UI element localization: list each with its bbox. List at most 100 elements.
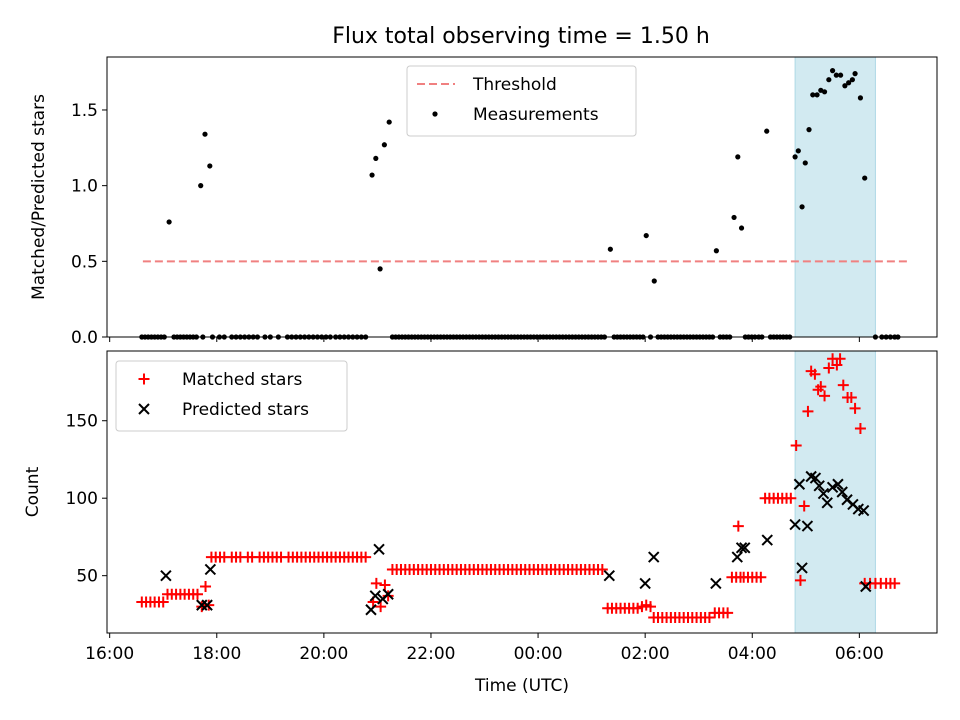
data-point xyxy=(735,542,748,554)
data-point xyxy=(382,588,394,600)
data-point xyxy=(802,160,808,166)
data-point xyxy=(862,175,868,181)
data-point xyxy=(607,246,613,252)
y-axis-label: Matched/Predicted stars xyxy=(29,94,49,300)
data-point xyxy=(373,543,385,556)
data-point xyxy=(794,574,806,586)
data-point xyxy=(639,577,651,590)
axes-frame xyxy=(106,350,938,634)
data-point xyxy=(166,219,172,225)
data-point xyxy=(845,391,857,403)
data-point xyxy=(815,381,827,393)
data-point xyxy=(795,148,801,154)
data-point xyxy=(381,142,387,148)
highlight-span xyxy=(794,56,876,338)
data-point xyxy=(370,577,382,589)
data-point xyxy=(710,577,722,590)
data-point xyxy=(200,581,212,593)
data-point xyxy=(854,422,866,434)
legend: Threshold Measurements xyxy=(406,65,637,137)
data-point xyxy=(823,362,835,374)
y-tick-label: 0.0 xyxy=(71,328,98,348)
data-point xyxy=(889,577,901,589)
data-point xyxy=(798,500,810,512)
data-point xyxy=(785,492,797,504)
data-point xyxy=(831,359,843,371)
data-point xyxy=(160,569,172,582)
data-point xyxy=(722,607,734,619)
data-point xyxy=(814,92,820,98)
x-tick-label: 22:00 xyxy=(406,644,455,664)
data-point xyxy=(849,77,855,83)
data-point xyxy=(738,225,745,231)
y-tick-label: 50 xyxy=(76,567,98,587)
x-tick-label: 16:00 xyxy=(85,644,134,664)
y-tick-label: 1.0 xyxy=(71,177,98,197)
y-tick-label: 0.5 xyxy=(71,252,98,272)
data-point xyxy=(860,580,872,593)
data-point xyxy=(204,563,217,576)
series-predicted-stars xyxy=(160,470,872,616)
data-point xyxy=(732,520,744,532)
axes-frame xyxy=(106,56,938,338)
data-point xyxy=(375,601,387,613)
data-point xyxy=(796,562,808,574)
x-tick-label: 06:00 xyxy=(835,644,884,664)
data-point xyxy=(731,551,743,563)
data-point xyxy=(829,68,836,74)
y-tick-label: 150 xyxy=(66,412,98,432)
data-point xyxy=(603,569,615,582)
data-point xyxy=(651,278,657,284)
data-point xyxy=(379,579,391,591)
data-point xyxy=(826,481,839,494)
legend-swatch-matched-stars xyxy=(138,373,150,385)
data-point xyxy=(739,542,751,554)
data-point xyxy=(817,487,830,500)
legend-label: Threshold xyxy=(472,75,557,95)
y-axis-label: Count xyxy=(23,466,43,517)
data-point xyxy=(826,77,832,83)
highlight-span xyxy=(794,350,876,634)
data-point xyxy=(809,472,822,484)
data-point xyxy=(191,588,203,600)
data-point xyxy=(842,83,848,89)
data-point xyxy=(819,390,831,402)
bottom-panel-star-counts: 50 100 150 16:00 18:00 20:00 22:00 00:00 02:00 04… xyxy=(23,350,938,696)
data-point xyxy=(834,353,846,365)
data-point xyxy=(792,154,798,160)
data-point xyxy=(360,551,372,563)
legend-label: Matched stars xyxy=(182,370,302,390)
data-point xyxy=(373,155,379,162)
data-point xyxy=(648,551,660,563)
data-point xyxy=(849,402,861,414)
data-point xyxy=(596,563,608,575)
data-point xyxy=(369,590,381,602)
data-point xyxy=(764,128,770,134)
x-tick-label: 04:00 xyxy=(728,644,777,664)
data-point xyxy=(761,534,773,546)
legend-swatch-predicted-stars xyxy=(138,403,150,415)
legend-frame xyxy=(406,65,637,137)
data-point xyxy=(833,72,839,78)
data-point xyxy=(369,172,375,178)
y-tick-label: 100 xyxy=(66,489,98,509)
data-point xyxy=(821,497,833,509)
legend: Matched stars Predicted stars xyxy=(115,360,348,432)
data-point xyxy=(809,368,821,380)
data-point xyxy=(731,214,737,221)
data-point xyxy=(857,95,864,101)
data-point xyxy=(713,248,719,254)
data-point xyxy=(802,405,814,417)
x-tick-label: 18:00 xyxy=(192,644,241,664)
data-point xyxy=(837,379,849,391)
data-point xyxy=(755,571,767,583)
series-matched-stars xyxy=(136,353,901,624)
data-point xyxy=(838,72,844,78)
data-point xyxy=(832,478,844,490)
data-point xyxy=(857,504,870,517)
data-point xyxy=(643,232,649,239)
data-point xyxy=(801,520,814,532)
legend-frame xyxy=(115,360,348,432)
data-point xyxy=(202,131,208,137)
